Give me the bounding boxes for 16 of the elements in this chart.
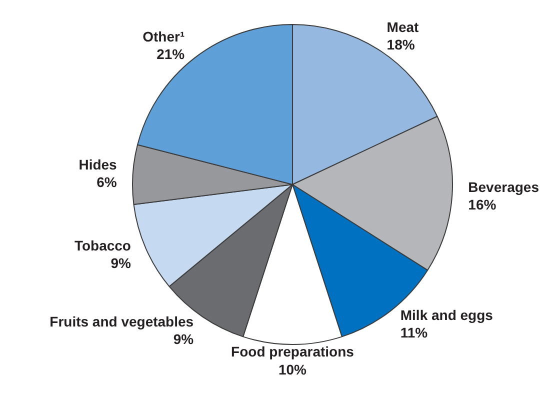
slice-label: Milk and eggs — [400, 306, 494, 323]
data-label: 21% — [156, 46, 186, 62]
data-label: 16% — [468, 196, 497, 212]
data-label: 6% — [96, 174, 118, 190]
data-label: 9% — [110, 255, 132, 272]
data-label: 18% — [386, 36, 416, 53]
slice-label: Beverages — [468, 178, 540, 195]
data-label: 10% — [278, 361, 308, 378]
slice-label: Fruits and vegetables — [50, 313, 194, 330]
slice-label: Hides — [78, 156, 118, 173]
slice-label: Food preparations — [231, 344, 354, 360]
data-label: 11% — [400, 324, 428, 340]
slice-label: Meat — [386, 19, 420, 36]
data-label: 9% — [173, 330, 194, 347]
slice-label: Other¹ — [142, 28, 185, 45]
slice-label: Tobacco — [74, 238, 131, 254]
